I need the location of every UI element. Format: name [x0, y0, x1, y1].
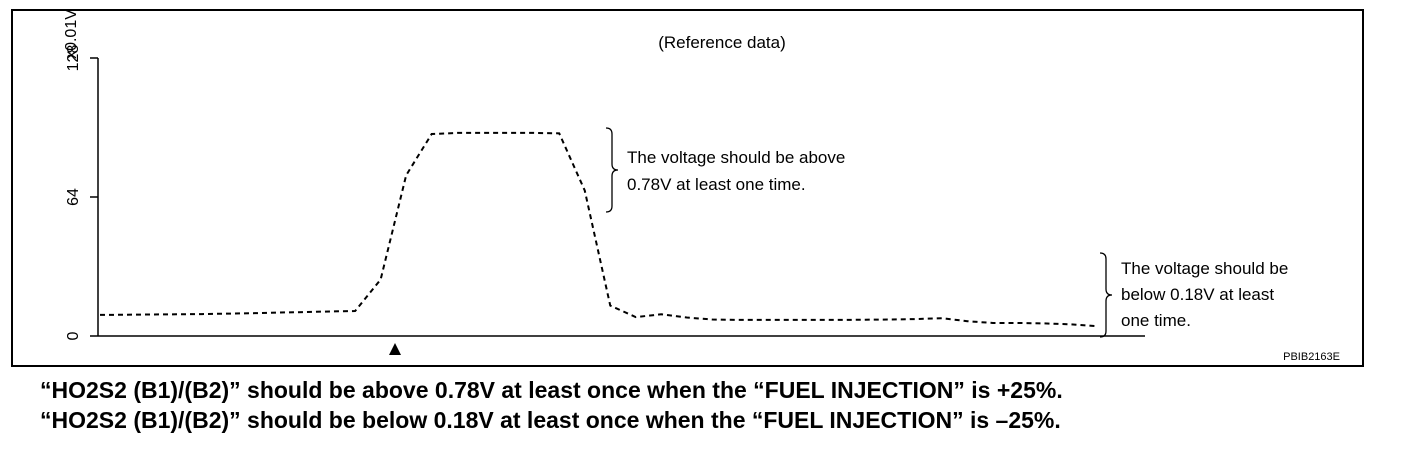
y-axis-label: x0.01V — [63, 9, 80, 59]
brace — [1099, 252, 1113, 338]
data-line — [99, 131, 1096, 328]
y-tick-label: 0 — [65, 331, 82, 340]
annotation: one time. — [1121, 311, 1191, 330]
annotation: The voltage should be — [1121, 259, 1288, 278]
caption: “HO2S2 (B1)/(B2)” should be above 0.78V … — [40, 377, 1063, 403]
annotation: 0.78V at least one time. — [627, 175, 806, 194]
figure-code: PBIB2163E — [1283, 351, 1340, 363]
y-tick-label: 64 — [65, 188, 82, 206]
chart-frame — [11, 9, 1364, 367]
annotation: The voltage should be above — [627, 148, 845, 167]
caption: “HO2S2 (B1)/(B2)” should be below 0.18V … — [40, 407, 1061, 433]
marker-triangle — [389, 343, 401, 355]
chart-title: (Reference data) — [658, 33, 786, 52]
brace — [605, 127, 619, 213]
y-tick-label: 128 — [65, 45, 82, 72]
annotation: below 0.18V at least — [1121, 285, 1274, 304]
